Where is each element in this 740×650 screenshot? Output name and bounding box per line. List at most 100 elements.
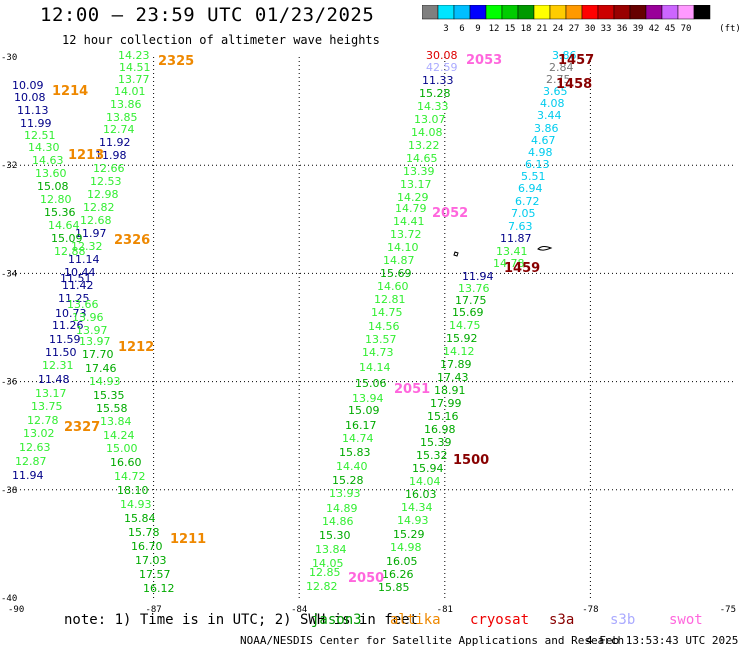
longitude-tick-label: -81 [437, 605, 453, 615]
wave-height-label: 18.10 [117, 484, 149, 497]
pass-time-label: 1458 [556, 77, 592, 92]
wave-height-label: 16.12 [143, 582, 175, 595]
legend-s3b: s3b [610, 612, 636, 628]
wave-height-label: 15.35 [93, 389, 125, 402]
wave-height-label: 13.97 [76, 324, 108, 337]
wave-height-label: 14.78 [493, 257, 525, 270]
wave-height-label: 17.89 [440, 358, 472, 371]
wave-height-label: 14.14 [359, 361, 391, 374]
wave-height-label: 11.59 [49, 333, 81, 346]
wave-height-label: 6.13 [525, 158, 550, 171]
wave-height-label: 13.22 [408, 139, 440, 152]
wave-height-label: 13.39 [403, 165, 435, 178]
pass-time-label: 1212 [118, 340, 154, 355]
map-subtitle: 12 hour collection of altimeter wave hei… [62, 33, 380, 47]
wave-height-label: 30.08 [426, 49, 458, 62]
pass-time-label: 1214 [52, 84, 88, 99]
wave-height-label: 16.60 [110, 456, 142, 469]
wave-height-label: 11.94 [462, 270, 494, 283]
wave-height-label: 11.33 [422, 74, 454, 87]
wave-height-label: 13.66 [67, 298, 99, 311]
wave-height-label: 15.39 [420, 436, 452, 449]
colorbar-label: 12 [489, 24, 500, 34]
wave-height-label: 11.99 [20, 117, 52, 130]
wave-height-label: 12.82 [306, 580, 338, 593]
colorbar-label: 27 [569, 24, 580, 34]
colorbar-label: 6 [459, 24, 464, 34]
wave-height-label: 15.30 [319, 529, 351, 542]
wave-height-label: 42.59 [426, 61, 458, 74]
island-shape [453, 251, 459, 257]
wave-height-label: 4.08 [540, 97, 565, 110]
wave-height-label: 14.08 [411, 126, 443, 139]
pass-time-label: 1211 [170, 532, 206, 547]
wave-height-label: 13.77 [118, 73, 150, 86]
wave-height-label: 14.30 [28, 141, 60, 154]
wave-height-label: 16.03 [405, 488, 437, 501]
colorbar-unit: (ft) [719, 24, 740, 34]
wave-height-label: 14.12 [443, 345, 475, 358]
wave-height-label: 14.56 [368, 320, 400, 333]
colorbar-swatch [693, 5, 711, 20]
wave-height-label: 14.86 [322, 515, 354, 528]
wave-height-label: 15.69 [452, 306, 484, 319]
legend-swot: swot [669, 612, 703, 628]
wave-height-label: 13.57 [365, 333, 397, 346]
wave-height-label: 14.93 [89, 375, 121, 388]
wave-height-label: 14.34 [401, 501, 433, 514]
generated-timestamp: 4 Feb 13:53:43 UTC 2025 [586, 634, 739, 647]
pass-time-label: 1459 [504, 261, 540, 276]
pass-time-label: 2051 [394, 382, 430, 397]
wave-height-label: 14.75 [449, 319, 481, 332]
wave-height-label: 4.67 [531, 134, 556, 147]
wave-height-label: 6.94 [518, 182, 543, 195]
wave-height-label: 14.98 [390, 541, 422, 554]
wave-height-label: 16.26 [382, 568, 414, 581]
wave-height-label: 14.93 [120, 498, 152, 511]
wave-height-label: 11.25 [58, 292, 90, 305]
wave-height-label: 15.16 [427, 410, 459, 423]
wave-height-label: 13.72 [390, 228, 422, 241]
wave-height-label: 15.09 [51, 232, 83, 245]
wave-height-label: 14.65 [406, 152, 438, 165]
wave-height-label: 2.84 [549, 61, 574, 74]
wave-height-label: 11.97 [75, 227, 107, 240]
wave-height-label: 12.68 [80, 214, 112, 227]
wave-height-label: 3.65 [543, 85, 568, 98]
wave-height-label: 13.07 [414, 113, 446, 126]
colorbar-label: 33 [601, 24, 612, 34]
colorbar-label: 45 [665, 24, 676, 34]
wave-height-label: 7.63 [508, 220, 533, 233]
wave-height-label: 12.81 [374, 293, 406, 306]
wave-height-label: 13.93 [329, 487, 361, 500]
wave-height-label: 12.63 [19, 441, 51, 454]
wave-height-label: 14.51 [119, 61, 151, 74]
wave-height-label: 15.83 [339, 446, 371, 459]
wave-height-label: 12.82 [83, 201, 115, 214]
wave-height-label: 13.97 [79, 335, 111, 348]
latitude-tick-label: -38 [1, 486, 17, 496]
wave-height-label: 14.40 [336, 460, 368, 473]
wave-height-label: 14.05 [312, 557, 344, 570]
wave-height-label: 10.09 [12, 79, 44, 92]
wave-height-label: 11.48 [38, 373, 70, 386]
wave-height-label: 10.44 [64, 266, 96, 279]
wave-height-label: 11.26 [52, 319, 84, 332]
pass-time-label: 1500 [453, 453, 489, 468]
wave-height-label: 17.75 [455, 294, 487, 307]
wave-height-label: 14.72 [114, 470, 146, 483]
wave-height-label: 15.09 [348, 404, 380, 417]
colorbar-label: 24 [553, 24, 564, 34]
wave-height-label: 13.86 [110, 98, 142, 111]
map-title: 12:00 – 23:59 UTC 01/23/2025 [40, 4, 375, 26]
pass-time-label: 1213 [68, 148, 104, 163]
legend-jason3: jason3 [311, 612, 362, 628]
wave-height-label: 12.51 [24, 129, 56, 142]
wave-height-label: 13.41 [496, 245, 528, 258]
wave-height-label: 5.51 [521, 170, 546, 183]
wave-height-label: 14.24 [103, 429, 135, 442]
wave-height-label: 13.94 [352, 392, 384, 405]
colorbar-label: 21 [537, 24, 548, 34]
longitude-tick-label: -78 [582, 605, 598, 615]
